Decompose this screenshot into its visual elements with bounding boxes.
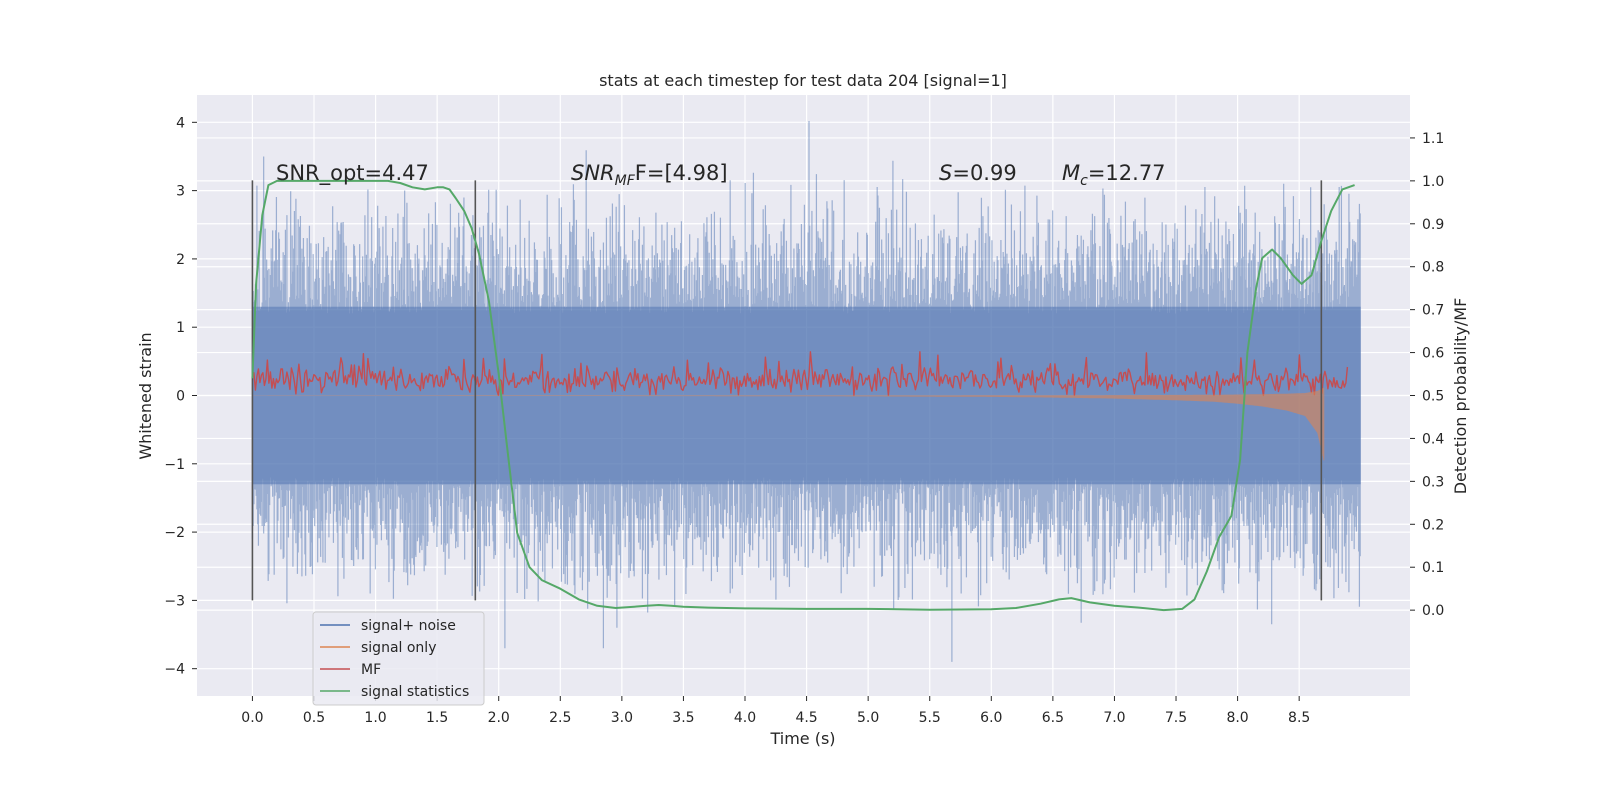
x-tick-label: 8.0 [1226,710,1248,726]
series-mf [251,351,1349,397]
y2-tick-label: 0.1 [1422,560,1444,576]
y2-tick-label: 0.9 [1422,217,1444,233]
annotation-snr-mf-sub: MF [615,173,636,189]
x-tick-label: 5.5 [919,710,941,726]
y-tick-label: −4 [164,662,185,678]
annotation-s: S=0.99 [939,161,1017,185]
y2-tick-label: 0.6 [1422,346,1444,362]
y-axis-ticks: 4 3 2 1 0 −1 −2 −3 −4 [164,115,197,678]
x-tick-label: 4.0 [734,710,756,726]
x-tick-label: 5.0 [857,710,879,726]
y2-axis-ticks: 1.1 1.0 0.9 0.8 0.7 0.6 0.5 0.4 0.3 0.2 0.1 0.0 [1410,131,1444,619]
y-tick-label: 2 [176,252,185,268]
annotation-mc: Mc=12.77 [1062,161,1166,189]
signal-statistics-line [251,179,1355,612]
y-tick-label: −1 [164,457,185,473]
legend-label-signal-statistics: signal statistics [361,684,469,700]
x-axis-ticks: 0.0 0.5 1.0 1.5 2.0 2.5 3.0 3.5 4.0 4.5 5.0 5.5 6.0 6… [241,696,1310,726]
y-tick-label: 3 [176,184,185,200]
annotation-snr-opt: SNR_opt=4.47 [276,161,429,186]
y2-tick-label: 1.0 [1422,174,1444,190]
x-tick-label: 7.5 [1165,710,1187,726]
x-tick-label: 2.5 [549,710,571,726]
annotation-snr-mf-rest: F=[4.98] [635,161,728,185]
y-tick-label: 4 [176,115,185,131]
legend-box [312,611,485,706]
y2-tick-label: 0.8 [1422,260,1444,276]
x-axis-label: Time (s) [769,729,835,748]
annotations: SNR_opt=4.47 SNRMFF=[4.98] S=0.99 Mc=12.… [276,161,1166,189]
y2-tick-label: 0.5 [1422,389,1444,405]
y2-tick-label: 0.0 [1422,603,1444,619]
mf-trace [251,351,1349,397]
series-signal-statistics [251,179,1355,612]
annotation-mc-main: M [1062,161,1080,185]
x-tick-label: 6.5 [1042,710,1064,726]
annotation-s-rest: =0.99 [952,161,1016,185]
annotation-s-main: S [939,161,952,185]
annotation-snr-mf: SNRMFF=[4.98] [571,161,728,189]
annotation-mc-sub: c [1080,173,1088,189]
y2-tick-label: 0.3 [1422,474,1444,490]
y-tick-label: 0 [176,389,185,405]
chart-title: stats at each timestep for test data 204… [599,71,1007,90]
y2-tick-label: 0.2 [1422,517,1444,533]
x-tick-label: 8.5 [1288,710,1310,726]
vertical-markers [251,180,1323,601]
x-tick-label: 3.0 [611,710,633,726]
y-tick-label: −2 [164,525,185,541]
y2-tick-label: 0.7 [1422,303,1444,319]
x-tick-label: 6.0 [980,710,1002,726]
y2-tick-label: 1.1 [1422,131,1444,147]
annotation-snr-mf-main: SNR [571,161,615,185]
legend-label-signal-only: signal only [361,640,436,656]
x-tick-label: 0.0 [241,710,263,726]
y2-axis-label: Detection probability/MF [1451,298,1470,495]
x-tick-label: 1.0 [364,710,386,726]
y-axis-label: Whitened strain [136,332,155,459]
x-tick-label: 2.0 [488,710,510,726]
y2-tick-label: 0.4 [1422,431,1444,447]
annotation-mc-rest: =12.77 [1088,161,1166,185]
legend-label-mf: MF [361,662,381,678]
legend-label-signal-noise: signal+ noise [361,618,456,634]
y-tick-label: −3 [164,593,185,609]
legend: signal+ noise signal only MF signal stat… [312,611,485,706]
x-tick-label: 0.5 [303,710,325,726]
x-tick-label: 1.5 [426,710,448,726]
x-tick-label: 3.5 [672,710,694,726]
x-tick-label: 7.0 [1103,710,1125,726]
x-tick-label: 4.5 [795,710,817,726]
y-tick-label: 1 [176,320,185,336]
